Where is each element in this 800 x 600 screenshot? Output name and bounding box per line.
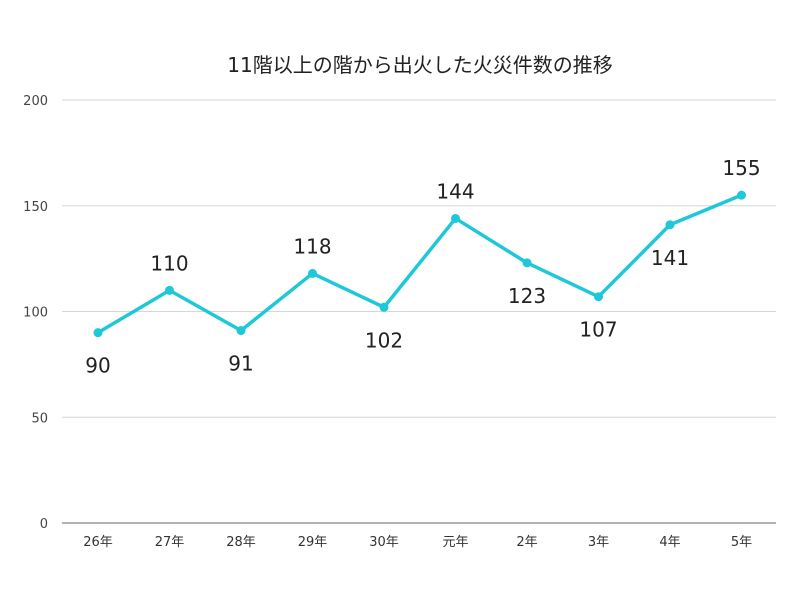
data-label: 123 [508, 284, 546, 308]
data-label: 91 [228, 352, 253, 376]
data-label: 90 [85, 354, 110, 378]
y-tick-label: 150 [23, 200, 48, 215]
y-tick-label: 50 [31, 411, 48, 426]
data-point [165, 285, 174, 295]
data-point [308, 268, 317, 278]
data-points [93, 190, 746, 338]
x-tick-label: 28年 [226, 535, 256, 550]
data-label: 144 [436, 179, 474, 203]
chart-title: 11階以上の階から出火した火災件数の推移 [227, 53, 612, 77]
y-tick-label: 200 [23, 94, 48, 109]
data-label: 110 [150, 251, 188, 275]
data-point [737, 190, 746, 200]
data-point [379, 302, 389, 312]
x-tick-label: 5年 [731, 535, 752, 550]
x-tick-label: 26年 [83, 535, 113, 550]
data-label: 107 [579, 318, 617, 342]
data-label: 155 [722, 156, 760, 180]
x-tick-label: 元年 [442, 535, 468, 550]
y-axis-ticks: 0 50 100 150 200 [23, 94, 48, 532]
data-point [522, 258, 532, 268]
data-label: 141 [651, 246, 689, 270]
x-tick-label: 2年 [516, 535, 537, 550]
data-point [93, 328, 103, 338]
x-tick-label: 29年 [298, 535, 328, 550]
data-point [451, 213, 460, 223]
y-tick-label: 0 [40, 517, 48, 532]
series-line [97, 193, 743, 335]
gridlines [62, 99, 776, 524]
x-tick-label: 4年 [659, 535, 680, 550]
data-labels: 90 110 91 118 102 144 123 107 141 155 [85, 156, 760, 377]
x-axis-ticks: 26年 27年 28年 29年 30年 元年 2年 3年 4年 5年 [83, 535, 752, 550]
data-point [594, 292, 603, 302]
data-label: 118 [293, 234, 331, 258]
x-tick-label: 3年 [588, 535, 609, 550]
x-tick-label: 30年 [369, 535, 399, 550]
y-tick-label: 100 [23, 306, 48, 321]
data-point [236, 326, 246, 336]
data-label: 102 [365, 328, 403, 352]
x-tick-label: 27年 [155, 535, 185, 550]
data-point [665, 220, 675, 230]
